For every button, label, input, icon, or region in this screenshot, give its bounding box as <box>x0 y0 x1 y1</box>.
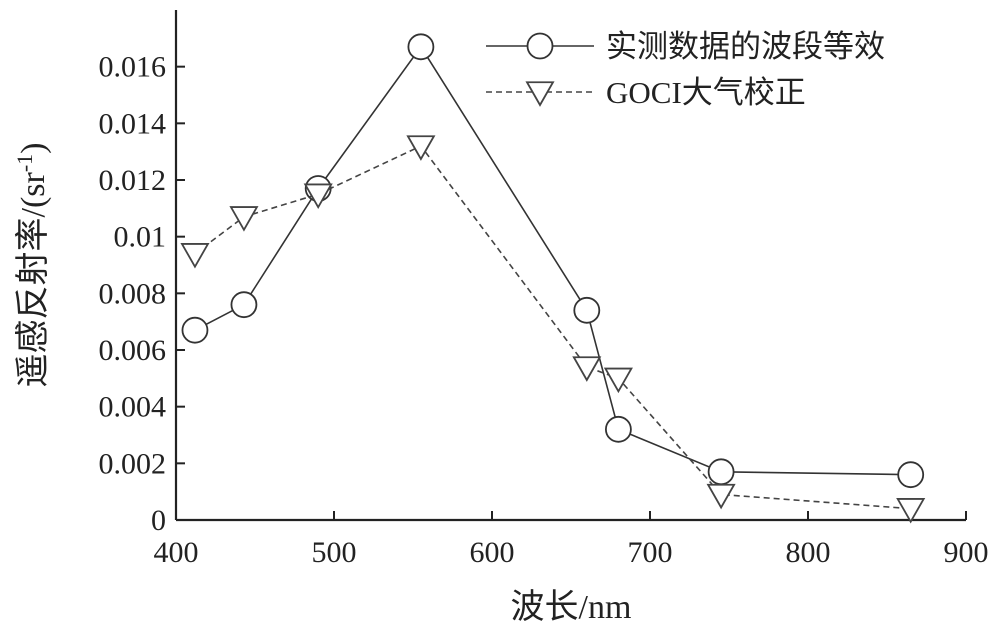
series-1-point <box>230 291 258 319</box>
series-2-point <box>303 183 333 209</box>
x-axis-title: 波长/nm <box>511 588 632 626</box>
series-1-point <box>707 458 735 486</box>
x-tick-label: 700 <box>628 536 673 569</box>
series-2 <box>180 135 926 524</box>
legend-marker-2 <box>525 81 555 107</box>
y-axis-title-sup: -1 <box>12 154 37 172</box>
y-tick-label: 0.008 <box>99 277 167 310</box>
y-ticks: 0 0.002 0.004 0.006 0.008 0.01 0.012 0.014 0.016 <box>99 51 185 537</box>
y-axis-title: 遥感反射率/(sr-1) <box>12 143 52 388</box>
series-group <box>180 33 926 524</box>
legend: 实测数据的波段等效 GOCI大气校正 <box>486 29 885 110</box>
series-2-point <box>406 135 436 161</box>
series-1 <box>181 33 925 489</box>
x-tick-label: 600 <box>470 536 515 569</box>
axes <box>174 10 966 522</box>
series-2-line <box>194 144 911 510</box>
legend-marker-1 <box>526 32 554 60</box>
y-tick-label: 0.002 <box>99 447 167 480</box>
series-2-point <box>603 367 633 394</box>
x-ticks: 400 500 600 700 800 900 <box>154 511 989 569</box>
y-axis-title-main: 遥感反射率/(sr <box>14 171 52 387</box>
series-1-point <box>407 33 435 61</box>
y-tick-label: 0.016 <box>99 51 167 84</box>
x-tick-label: 400 <box>154 536 199 569</box>
legend-label-2: GOCI大气校正 <box>606 75 806 110</box>
series-1-line <box>194 45 911 476</box>
x-tick-label: 900 <box>944 536 989 569</box>
x-tick-label: 800 <box>786 536 831 569</box>
y-tick-label: 0.004 <box>99 391 167 424</box>
series-2-point <box>706 483 736 510</box>
y-axis-title-close: ) <box>15 143 52 154</box>
y-tick-label: 0.01 <box>114 221 167 254</box>
y-tick-label: 0.014 <box>99 107 167 140</box>
x-tick-label: 500 <box>312 536 357 569</box>
legend-label-1: 实测数据的波段等效 <box>606 29 885 64</box>
series-1-point <box>605 415 632 443</box>
series-2-point <box>180 243 210 269</box>
series-1-point <box>573 296 601 324</box>
series-1-point <box>897 461 925 489</box>
y-tick-label: 0 <box>151 504 166 537</box>
series-1-point <box>181 316 209 344</box>
series-2-point <box>572 356 602 382</box>
y-axis-title-group: 遥感反射率/(sr-1) <box>12 143 52 388</box>
y-tick-label: 0.006 <box>99 334 167 367</box>
y-tick-label: 0.012 <box>99 164 167 197</box>
series-2-point <box>229 206 259 232</box>
series-2-point <box>896 498 926 524</box>
